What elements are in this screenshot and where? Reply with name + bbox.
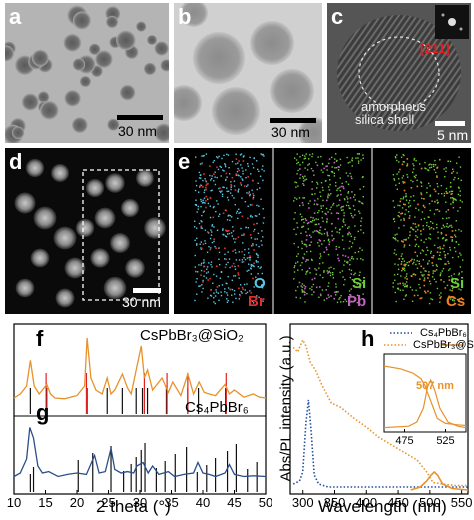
panel-b-label: b [178, 4, 192, 29]
scale-label-c: 5 nm [437, 127, 469, 143]
hrtem-image-c [327, 3, 471, 143]
annotation-line2: silica shell [355, 112, 415, 127]
panel-c-label: c [331, 4, 344, 29]
spectra-x-tick: 550 [451, 495, 473, 510]
legend-series-2: CsPbBr₃@SiO₂ [413, 339, 474, 351]
xrd-x-tick: 10 [7, 495, 21, 510]
tem-image-a [5, 3, 169, 143]
spectra-x-tick: 450 [387, 495, 409, 510]
scale-bar-b [270, 118, 316, 123]
scale-label-b: 30 nm [271, 124, 310, 140]
panel-e-eds: e O Br Si Pb Si Cs [174, 148, 471, 314]
scale-label-a: 30 nm [118, 123, 157, 139]
xrd-plot: 10 15 20 25 30 35 40 45 50 [7, 323, 272, 510]
inset-series-1 [383, 378, 467, 429]
spectra-plot: 300 350 400 450 500 550 475 525 [289, 323, 473, 510]
spectra-y-axis-label: Abs/PL intensity (a.u.) [277, 335, 295, 482]
panel-fg-xrd-chart: 10 15 20 25 30 35 40 45 50 f CsPbBr₃@SiO₂ g Cs₄P… [0, 318, 272, 520]
spectra-series-0 [292, 399, 468, 488]
xrd-series-cs4pbbr6 [13, 427, 267, 478]
xrd-x-tick: 20 [70, 495, 84, 510]
eds-map1-bottom-label: Br [248, 293, 265, 310]
scale-bar-a [117, 115, 163, 120]
spectra-x-tick: 350 [324, 495, 346, 510]
annotation-line1: amorphous [361, 99, 427, 114]
xrd-x-axis-label: 2 theta (°) [96, 497, 171, 516]
xrd-series-cspbbr3-sio2 [13, 337, 267, 400]
eds-map3-bottom-label: Cs [446, 293, 466, 310]
spectra-x-tick: 500 [419, 495, 441, 510]
zone-axis-label: [211] [420, 41, 450, 56]
panel-b-tem: b 30 nm [174, 3, 322, 143]
panel-a-label: a [9, 4, 22, 29]
xrd-x-tick: 30 [133, 495, 147, 510]
eds-map2-top-label: Si [352, 275, 367, 292]
xrd-x-tick: 25 [101, 495, 115, 510]
eds-maps-e [174, 148, 471, 314]
scale-label-d: 30 nm [122, 294, 161, 310]
inset-peak-label: 507 nm [416, 380, 454, 392]
spectra-x-tick: 400 [355, 495, 377, 510]
xrd-x-tick: 15 [38, 495, 52, 510]
panel-h-label: h [361, 326, 375, 351]
eds-map2-bottom-label: Pb [347, 293, 367, 310]
panel-a-tem: a 30 nm [5, 3, 169, 143]
sample-label-g: Cs₄PbBr₆ [185, 399, 249, 416]
spectra-series-1 [292, 338, 468, 487]
xrd-x-tick: 40 [196, 495, 210, 510]
spectra-x-tick: 300 [292, 495, 314, 510]
panel-e-label: e [178, 149, 191, 174]
inset-x-tick: 525 [436, 435, 454, 447]
legend-series-1: Cs₄PbBr₆ [420, 327, 467, 339]
spectra-inset-frame [383, 353, 467, 433]
inset-x-tick: 475 [395, 435, 413, 447]
sample-label-f: CsPbBr₃@SiO₂ [140, 327, 244, 344]
inset-series-0 [383, 365, 467, 427]
spectra-series-2 [410, 470, 469, 491]
scale-bar-c [435, 121, 465, 126]
panel-d-label: d [9, 149, 23, 174]
spectra-x-axis-label: Wavelength (nm) [318, 497, 447, 516]
xrd-x-tick: 35 [164, 495, 178, 510]
eds-map3-top-label: Si [450, 275, 465, 292]
panel-g-label: g [36, 400, 50, 425]
scale-bar-d [133, 288, 161, 293]
haadf-image-d [5, 148, 169, 314]
xrd-x-tick: 50 [259, 495, 272, 510]
eds-map1-top-label: O [254, 275, 266, 292]
panel-c-hrtem: c [211] amorphous silica shell 5 nm [327, 3, 471, 143]
panel-f-label: f [36, 326, 44, 351]
panel-d-haadf: d 30 nm [5, 148, 169, 314]
xrd-x-tick: 45 [227, 495, 241, 510]
panel-h-spectra-chart: 300 350 400 450 500 550 475 525 h Cs₄PbBr₆ CsPb… [272, 318, 474, 520]
